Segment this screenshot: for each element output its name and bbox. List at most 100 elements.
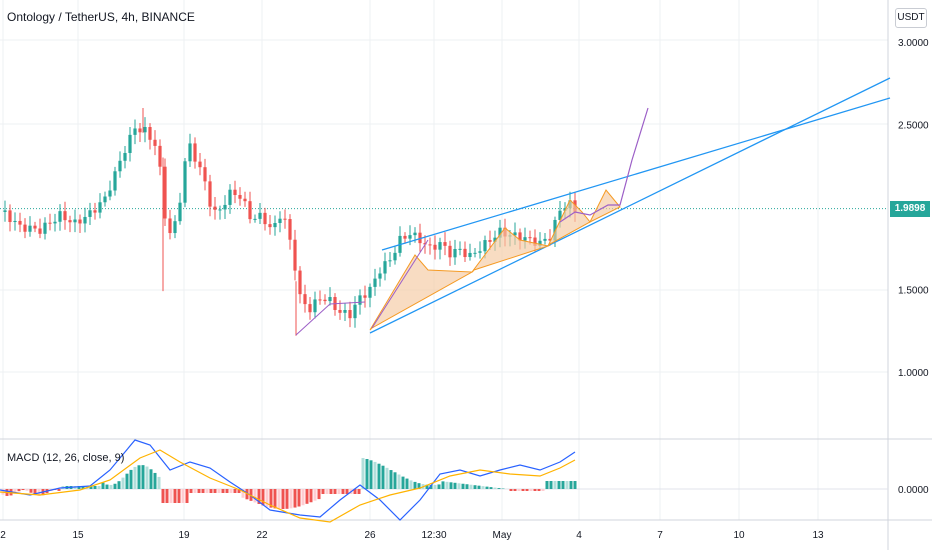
candle-body bbox=[348, 310, 352, 319]
macd-histogram-bar bbox=[321, 489, 325, 494]
macd-histogram-bar bbox=[537, 489, 541, 491]
macd-histogram-bar bbox=[437, 484, 441, 489]
macd-histogram-bar bbox=[177, 489, 181, 503]
macd-histogram-bar bbox=[113, 483, 117, 489]
candle-body bbox=[188, 143, 192, 162]
macd-histogram-bar bbox=[333, 489, 337, 494]
candle-body bbox=[293, 239, 297, 271]
lower-trendline bbox=[369, 77, 891, 334]
macd-histogram-bar bbox=[493, 487, 497, 489]
macd-histogram-bar bbox=[389, 470, 393, 489]
macd-histogram-bar bbox=[393, 472, 397, 489]
macd-histogram-bar bbox=[305, 489, 309, 504]
candle-body bbox=[338, 309, 342, 313]
macd-histogram-bar bbox=[229, 489, 233, 493]
macd-histogram-bar bbox=[557, 481, 561, 489]
macd-histogram-bar bbox=[205, 489, 209, 493]
axes: 3.0000 2.5000 1.5000 1.0000 0.0000 2 15 19 22 26 1… bbox=[0, 38, 929, 541]
candle-body bbox=[433, 244, 437, 250]
candle-body bbox=[458, 248, 462, 250]
macd-histogram-bar bbox=[409, 480, 413, 489]
candle-body bbox=[268, 224, 272, 228]
macd-histogram-bar bbox=[141, 465, 145, 489]
candle-body bbox=[253, 218, 257, 220]
candle-body bbox=[378, 273, 382, 279]
macd-histogram-bar bbox=[213, 489, 217, 493]
macd-histogram-bar bbox=[285, 489, 289, 509]
candle-body bbox=[393, 252, 397, 261]
candle-body bbox=[83, 216, 87, 224]
macd-histogram-bar bbox=[137, 465, 141, 489]
candle-body bbox=[203, 167, 207, 182]
candle-body bbox=[363, 295, 367, 298]
macd-histogram-bar bbox=[513, 489, 517, 491]
candle-body bbox=[488, 240, 492, 242]
macd-histogram-bar bbox=[77, 486, 81, 489]
macd-histogram-bar bbox=[233, 489, 237, 493]
upper-trendline bbox=[381, 97, 891, 251]
candle-body bbox=[448, 245, 452, 258]
macd-histogram-bar bbox=[341, 489, 345, 494]
macd-histogram-bar bbox=[13, 489, 17, 494]
candle-body bbox=[18, 220, 22, 225]
candle-body bbox=[98, 202, 102, 213]
macd-histogram-bar bbox=[561, 481, 565, 489]
currency-button[interactable]: USDT bbox=[895, 8, 927, 28]
macd-histogram-bar bbox=[449, 482, 453, 489]
macd-histogram-bar bbox=[121, 477, 125, 489]
macd-histogram-bar bbox=[509, 489, 513, 491]
candle-body bbox=[43, 222, 47, 234]
macd-histogram-bar bbox=[473, 485, 477, 489]
candle-body bbox=[198, 161, 202, 168]
candle-body bbox=[78, 219, 82, 224]
macd-pane bbox=[0, 439, 888, 523]
macd-histogram-bar bbox=[97, 486, 101, 489]
candle-body bbox=[183, 161, 187, 203]
macd-histogram-bar bbox=[57, 489, 61, 491]
candle-body bbox=[68, 220, 72, 223]
macd-histogram-bar bbox=[337, 489, 341, 494]
time-axis-label: 22 bbox=[256, 530, 268, 541]
current-price-tag: 1.9898 bbox=[890, 201, 930, 217]
candle-body bbox=[353, 304, 357, 319]
macd-histogram-bar bbox=[425, 484, 429, 489]
macd-histogram-bar bbox=[109, 484, 113, 489]
candle-body bbox=[23, 224, 27, 232]
harmonic-pattern bbox=[369, 254, 474, 331]
candle-body bbox=[208, 181, 212, 207]
macd-histogram-bar bbox=[417, 483, 421, 489]
time-axis-label: 26 bbox=[364, 530, 376, 541]
macd-histogram-bar bbox=[317, 489, 321, 500]
macd-histogram-bar bbox=[21, 489, 25, 491]
candle-body bbox=[48, 222, 52, 224]
macd-histogram-bar bbox=[201, 489, 205, 493]
macd-histogram-bar bbox=[293, 489, 297, 508]
macd-histogram-bar bbox=[105, 484, 109, 489]
macd-histogram-bar bbox=[565, 481, 569, 489]
candle-body bbox=[13, 220, 17, 223]
candle-body bbox=[408, 235, 412, 239]
candle-body bbox=[33, 225, 37, 229]
candle-body bbox=[298, 270, 302, 295]
candle-body bbox=[238, 195, 242, 199]
candle-body bbox=[278, 218, 282, 223]
macd-histogram-bar bbox=[157, 476, 161, 489]
macd-histogram-bar bbox=[133, 466, 137, 489]
candle-body bbox=[88, 210, 92, 217]
macd-histogram-bar bbox=[173, 489, 177, 503]
macd-histogram-bar bbox=[117, 481, 121, 489]
candle-body bbox=[133, 128, 137, 135]
candle-body bbox=[428, 244, 432, 246]
macd-histogram-bar bbox=[373, 461, 377, 489]
candle-body bbox=[558, 210, 562, 220]
candle-body bbox=[213, 206, 217, 210]
macd-histogram-bar bbox=[573, 481, 577, 489]
macd-histogram-bar bbox=[385, 467, 389, 489]
harmonic-pattern bbox=[471, 227, 550, 273]
candle-body bbox=[323, 299, 327, 302]
time-axis-label: 12:30 bbox=[421, 530, 446, 541]
candle-body bbox=[318, 299, 322, 301]
macd-histogram-bar bbox=[397, 474, 401, 489]
candle-body bbox=[123, 152, 127, 161]
